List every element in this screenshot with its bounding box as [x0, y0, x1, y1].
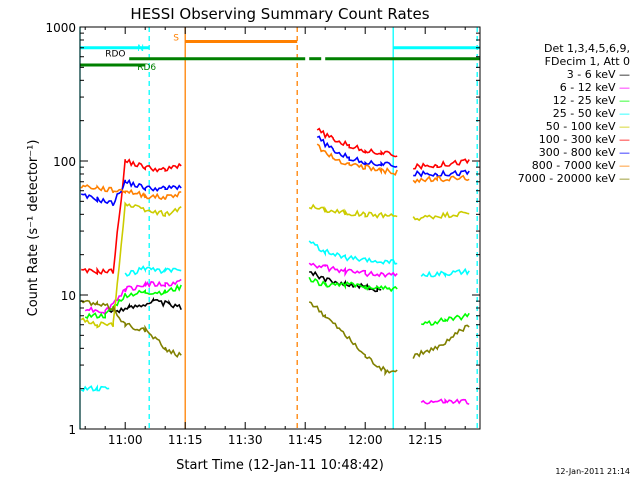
- legend: Det 1,3,4,5,6,9,FDecim 1, Att 03 - 6 keV…: [518, 42, 630, 185]
- flag-label-rd6: RD6: [137, 63, 156, 73]
- legend-swatch-3-6-kev: —: [619, 68, 630, 81]
- legend-label-12-25-kev: 12 - 25 keV: [553, 94, 619, 107]
- flag-label-s: S: [173, 33, 179, 43]
- legend-swatch-100-300-kev: —: [619, 133, 630, 146]
- series-25-50-kev-segment-2: [124, 265, 182, 277]
- series-100-300-kev: [81, 127, 470, 276]
- vertical-markers: [79, 27, 478, 429]
- legend-label-6-12-kev: 6 - 12 keV: [560, 81, 619, 94]
- legend-entry-300-800-kev: 300 - 800 keV —: [539, 146, 630, 159]
- legend-entry-100-300-kev: 100 - 300 keV —: [539, 133, 630, 146]
- legend-label-800-7000-kev: 800 - 7000 keV: [532, 159, 619, 172]
- series-50-100-kev-segment-1: [80, 201, 182, 329]
- y-tick-label: 10: [61, 289, 76, 303]
- legend-entry-3-6-kev: 3 - 6 keV —: [567, 68, 630, 81]
- series-300-800-kev-segment-1: [80, 178, 182, 207]
- legend-label-7000-20000-kev: 7000 - 20000 keV: [518, 172, 619, 185]
- legend-header-2: FDecim 1, Att 0: [545, 55, 630, 68]
- series-6-12-kev-segment-2: [308, 262, 398, 278]
- series-50-100-kev: [80, 201, 470, 329]
- y-axis-label: Count Rate (s⁻¹ detector⁻¹): [26, 140, 41, 317]
- series-50-100-kev-segment-2: [308, 203, 398, 219]
- legend-label-50-100-kev: 50 - 100 keV: [546, 120, 619, 133]
- series-50-100-kev-segment-3: [412, 210, 470, 222]
- series-12-25-kev-segment-2: [308, 276, 398, 293]
- series-25-50-kev-segment-3: [308, 240, 398, 265]
- series-6-12-kev-segment-3: [420, 397, 470, 405]
- series-300-800-kev: [80, 135, 470, 207]
- series-lines: [80, 127, 470, 405]
- series-12-25-kev-segment-1: [84, 283, 182, 320]
- flag-bars: N S RDO RD6: [80, 33, 480, 73]
- x-tick-label: 11:45: [288, 433, 323, 447]
- legend-entry-800-7000-kev: 800 - 7000 keV —: [532, 159, 630, 172]
- legend-label-25-50-kev: 25 - 50 keV: [553, 107, 619, 120]
- legend-swatch-7000-20000-kev: —: [619, 172, 630, 185]
- series-7000-20000-kev-segment-3: [412, 324, 470, 359]
- series-800-7000-kev: [80, 143, 470, 201]
- y-tick-label: 1: [68, 423, 76, 437]
- series-25-50-kev: [80, 240, 470, 392]
- legend-swatch-25-50-kev: —: [619, 107, 630, 120]
- legend-swatch-12-25-kev: —: [619, 94, 630, 107]
- legend-swatch-50-100-kev: —: [619, 120, 630, 133]
- x-tick-label: 11:00: [108, 433, 143, 447]
- series-7000-20000-kev-segment-1: [80, 299, 182, 359]
- series-12-25-kev-segment-3: [421, 312, 470, 326]
- flag-label-n: N: [137, 44, 144, 54]
- legend-swatch-6-12-kev: —: [619, 81, 630, 94]
- legend-label-300-800-kev: 300 - 800 keV: [539, 146, 619, 159]
- legend-entry-25-50-kev: 25 - 50 keV —: [553, 107, 630, 120]
- legend-swatch-300-800-kev: —: [619, 146, 630, 159]
- legend-entry-50-100-kev: 50 - 100 keV —: [546, 120, 630, 133]
- series-800-7000-kev-segment-2: [316, 143, 398, 176]
- x-tick-label: 12:00: [348, 433, 383, 447]
- x-tick-label: 11:30: [228, 433, 263, 447]
- series-7000-20000-kev-segment-2: [308, 301, 398, 377]
- series-25-50-kev-segment-1: [80, 384, 110, 392]
- plot-frame: [79, 26, 481, 430]
- x-tick-label: 12:15: [408, 433, 443, 447]
- axis-ticks: 11:00 11:15 11:30 11:45 12:00 12:15 1 10 100 1000: [45, 21, 480, 447]
- y-tick-label: 1000: [45, 21, 76, 35]
- legend-label-3-6-kev: 3 - 6 keV: [567, 68, 619, 81]
- series-100-300-kev-segment-2: [316, 127, 398, 158]
- legend-entry-6-12-kev: 6 - 12 keV —: [560, 81, 630, 94]
- series-25-50-kev-segment-4: [420, 267, 470, 279]
- series-12-25-kev: [84, 276, 470, 326]
- flag-label-rdo: RDO: [105, 50, 125, 60]
- chart-title: HESSI Observing Summary Count Rates: [130, 5, 429, 23]
- series-100-300-kev-segment-1: [81, 158, 182, 276]
- legend-label-100-300-kev: 100 - 300 keV: [539, 133, 619, 146]
- legend-header-1: Det 1,3,4,5,6,9,: [544, 42, 630, 55]
- x-axis-label: Start Time (12-Jan-11 10:48:42): [176, 458, 384, 473]
- series-6-12-kev: [84, 262, 470, 405]
- series-800-7000-kev-segment-3: [412, 174, 470, 184]
- legend-swatch-800-7000-kev: —: [619, 159, 630, 172]
- series-300-800-kev-segment-2: [316, 135, 398, 168]
- series-300-800-kev-segment-3: [413, 169, 470, 178]
- y-tick-label: 100: [53, 155, 76, 169]
- series-3-6-kev: [108, 270, 382, 314]
- legend-entry-12-25-kev: 12 - 25 keV —: [553, 94, 630, 107]
- timestamp: 12-Jan-2011 21:14: [555, 467, 630, 476]
- x-tick-label: 11:15: [168, 433, 203, 447]
- series-100-300-kev-segment-3: [413, 158, 470, 171]
- series-3-6-kev-segment-1: [108, 296, 182, 314]
- series-7000-20000-kev: [80, 299, 470, 377]
- series-6-12-kev-segment-1: [84, 278, 182, 316]
- series-800-7000-kev-segment-1: [80, 184, 182, 201]
- legend-entry-7000-20000-kev: 7000 - 20000 keV —: [518, 172, 630, 185]
